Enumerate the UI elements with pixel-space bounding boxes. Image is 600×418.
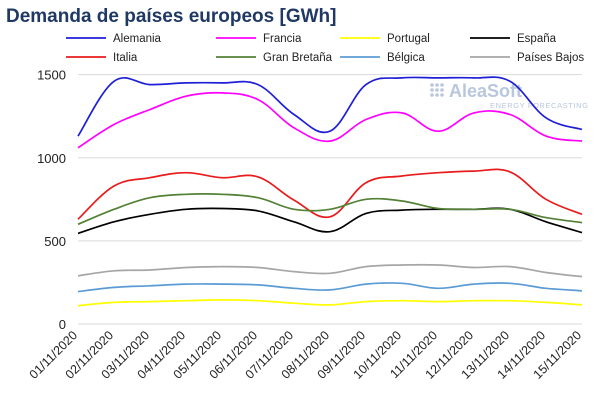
logo-dot bbox=[430, 93, 434, 97]
logo-dot bbox=[440, 93, 444, 97]
gridlines bbox=[78, 74, 582, 325]
y-tick-label: 1000 bbox=[37, 151, 66, 166]
series-lines bbox=[77, 76, 583, 307]
series-line-gran-bretana bbox=[77, 193, 583, 226]
logo-dot bbox=[435, 83, 439, 87]
logo-dot bbox=[440, 88, 444, 92]
legend: Alemania Francia Portugal España Italia Gran … bbox=[66, 33, 584, 64]
chart-title: Demanda de países europeos [GWh] bbox=[6, 6, 337, 27]
logo-dot bbox=[435, 93, 439, 97]
y-tick-label: 500 bbox=[44, 234, 66, 249]
legend-label-gran-bretana: Gran Bretaña bbox=[263, 52, 333, 64]
series-line-italia bbox=[77, 168, 583, 220]
series-line-paises-bajos bbox=[77, 263, 583, 278]
series-line-francia bbox=[77, 91, 583, 149]
series-line-espana bbox=[77, 207, 583, 235]
series-line-alemania bbox=[77, 76, 583, 137]
legend-label-belgica: Bélgica bbox=[387, 52, 425, 64]
legend-label-italia: Italia bbox=[113, 52, 138, 64]
series-line-portugal bbox=[77, 299, 583, 307]
logo-dot bbox=[440, 83, 444, 87]
legend-label-espana: España bbox=[517, 33, 557, 45]
logo-dot bbox=[430, 83, 434, 87]
logo-name: AleaSoft bbox=[449, 81, 522, 101]
y-tick-label: 0 bbox=[59, 317, 66, 332]
y-tick-label: 1500 bbox=[37, 68, 66, 83]
logo-tagline: ENERGY FORECASTING bbox=[490, 101, 589, 110]
legend-label-francia: Francia bbox=[263, 33, 302, 45]
series-line-belgica bbox=[77, 282, 583, 293]
logo-dot bbox=[430, 88, 434, 92]
legend-label-alemania: Alemania bbox=[113, 33, 162, 45]
axes: 05001000150001/11/202002/11/202003/11/20… bbox=[27, 68, 585, 382]
legend-label-portugal: Portugal bbox=[387, 33, 430, 45]
legend-label-paises-bajos: Países Bajos bbox=[517, 52, 584, 64]
logo-dot bbox=[435, 88, 439, 92]
